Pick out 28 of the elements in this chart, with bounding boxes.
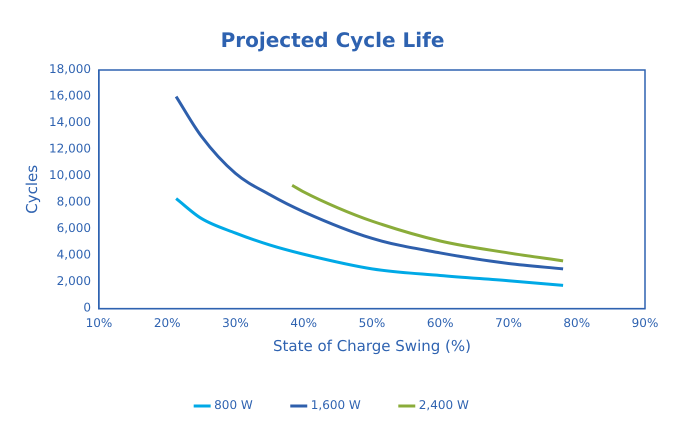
y-tick-label: 8,000	[56, 194, 91, 209]
line-series	[174, 197, 565, 287]
y-tick-label: 16,000	[48, 88, 91, 103]
x-tick-label: 70%	[495, 316, 522, 330]
legend-label: 1,600 W	[310, 398, 361, 412]
x-tick-label: 40%	[290, 316, 318, 330]
y-tick-label: 0	[83, 300, 91, 315]
y-tick-label: 10,000	[48, 168, 91, 182]
y-tick-label: 14,000	[48, 115, 91, 130]
y-tick-label: 6,000	[56, 221, 91, 236]
y-axis-title: Cycles	[22, 164, 41, 214]
chart-title: Projected Cycle Life	[220, 28, 444, 52]
y-tick-label: 12,000	[48, 142, 91, 156]
legend-label: 800 W	[214, 398, 253, 412]
x-tick-label: 90%	[632, 316, 658, 330]
line-series	[290, 184, 565, 262]
x-tick-label: 60%	[426, 316, 454, 330]
x-tick-label: 30%	[222, 316, 249, 330]
y-tick-label: 4,000	[56, 248, 91, 262]
line-series	[174, 95, 565, 270]
x-tick-label: 20%	[154, 316, 181, 330]
legend-label: 2,400 W	[418, 398, 469, 412]
y-tick-label: 2,000	[56, 274, 91, 288]
x-tick-label: 50%	[358, 316, 386, 330]
x-axis-title: State of Charge Swing (%)	[272, 336, 471, 355]
x-tick-label: 10%	[86, 316, 112, 330]
x-tick-label: 80%	[563, 316, 590, 330]
y-tick-label: 18,000	[48, 62, 91, 76]
